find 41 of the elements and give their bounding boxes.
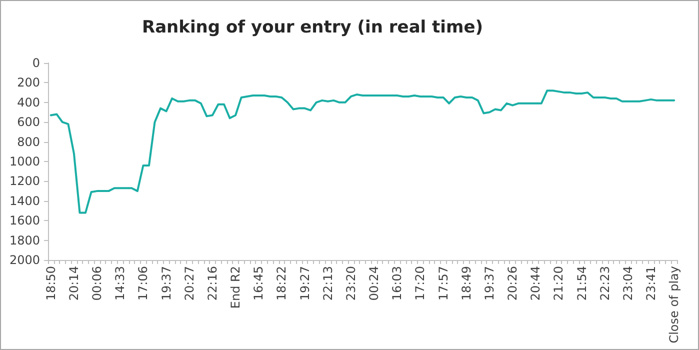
y-tick-label: 800 <box>17 134 40 149</box>
y-tick-label: 1200 <box>9 174 40 188</box>
x-tick-label: 19:37 <box>159 266 174 301</box>
x-tick-label: 18:22 <box>274 266 289 301</box>
y-tick-label: 1600 <box>9 214 40 228</box>
x-tick-label: 19:27 <box>298 266 312 301</box>
x-tick-label: 16:03 <box>390 266 404 301</box>
y-tick-label: 200 <box>17 76 40 90</box>
line-series <box>50 90 676 214</box>
x-tick-label: 23:20 <box>344 266 358 301</box>
x-tick-label: 23:41 <box>644 266 658 301</box>
y-tick-label: 1800 <box>9 233 40 248</box>
x-tick-label: 16:45 <box>252 266 266 301</box>
x-tick-label: 17:06 <box>136 266 150 301</box>
x-tick-label: 20:27 <box>182 266 196 301</box>
x-tick-label: 18:50 <box>44 266 58 301</box>
x-tick-label: 22:16 <box>205 266 220 301</box>
x-tick-label: 21:20 <box>552 266 566 301</box>
y-tick-label: 1000 <box>9 154 40 168</box>
y-tick-label: 1400 <box>9 194 40 208</box>
x-tick-label: 20:26 <box>506 266 520 301</box>
y-tick-label: 400 <box>17 95 40 110</box>
y-tick-label: 600 <box>17 115 40 130</box>
chart-title: Ranking of your entry (in real time) <box>142 18 484 38</box>
x-tick-label: 17:20 <box>413 266 428 301</box>
x-tick-label: 20:44 <box>528 266 543 301</box>
x-tick-label: 00:24 <box>367 266 382 301</box>
x-tick-label: 19:37 <box>482 266 496 301</box>
x-tick-label: 18:49 <box>459 266 474 301</box>
x-tick-label: 21:54 <box>574 266 589 301</box>
x-tick-label: 22:23 <box>598 266 612 301</box>
x-tick-label: End R2 <box>228 266 243 309</box>
x-tick-label: 20:14 <box>66 266 81 301</box>
x-tick-label: 00:06 <box>90 266 104 301</box>
x-tick-label: 14:33 <box>113 266 128 301</box>
x-tick-label: 23:04 <box>620 266 635 301</box>
y-tick-label: 0 <box>32 56 40 70</box>
y-tick-label: 2000 <box>9 253 40 267</box>
x-tick-label: 22:13 <box>320 266 335 301</box>
x-tick-label: Close of play <box>667 266 682 344</box>
x-tick-label: 17:57 <box>436 266 450 301</box>
